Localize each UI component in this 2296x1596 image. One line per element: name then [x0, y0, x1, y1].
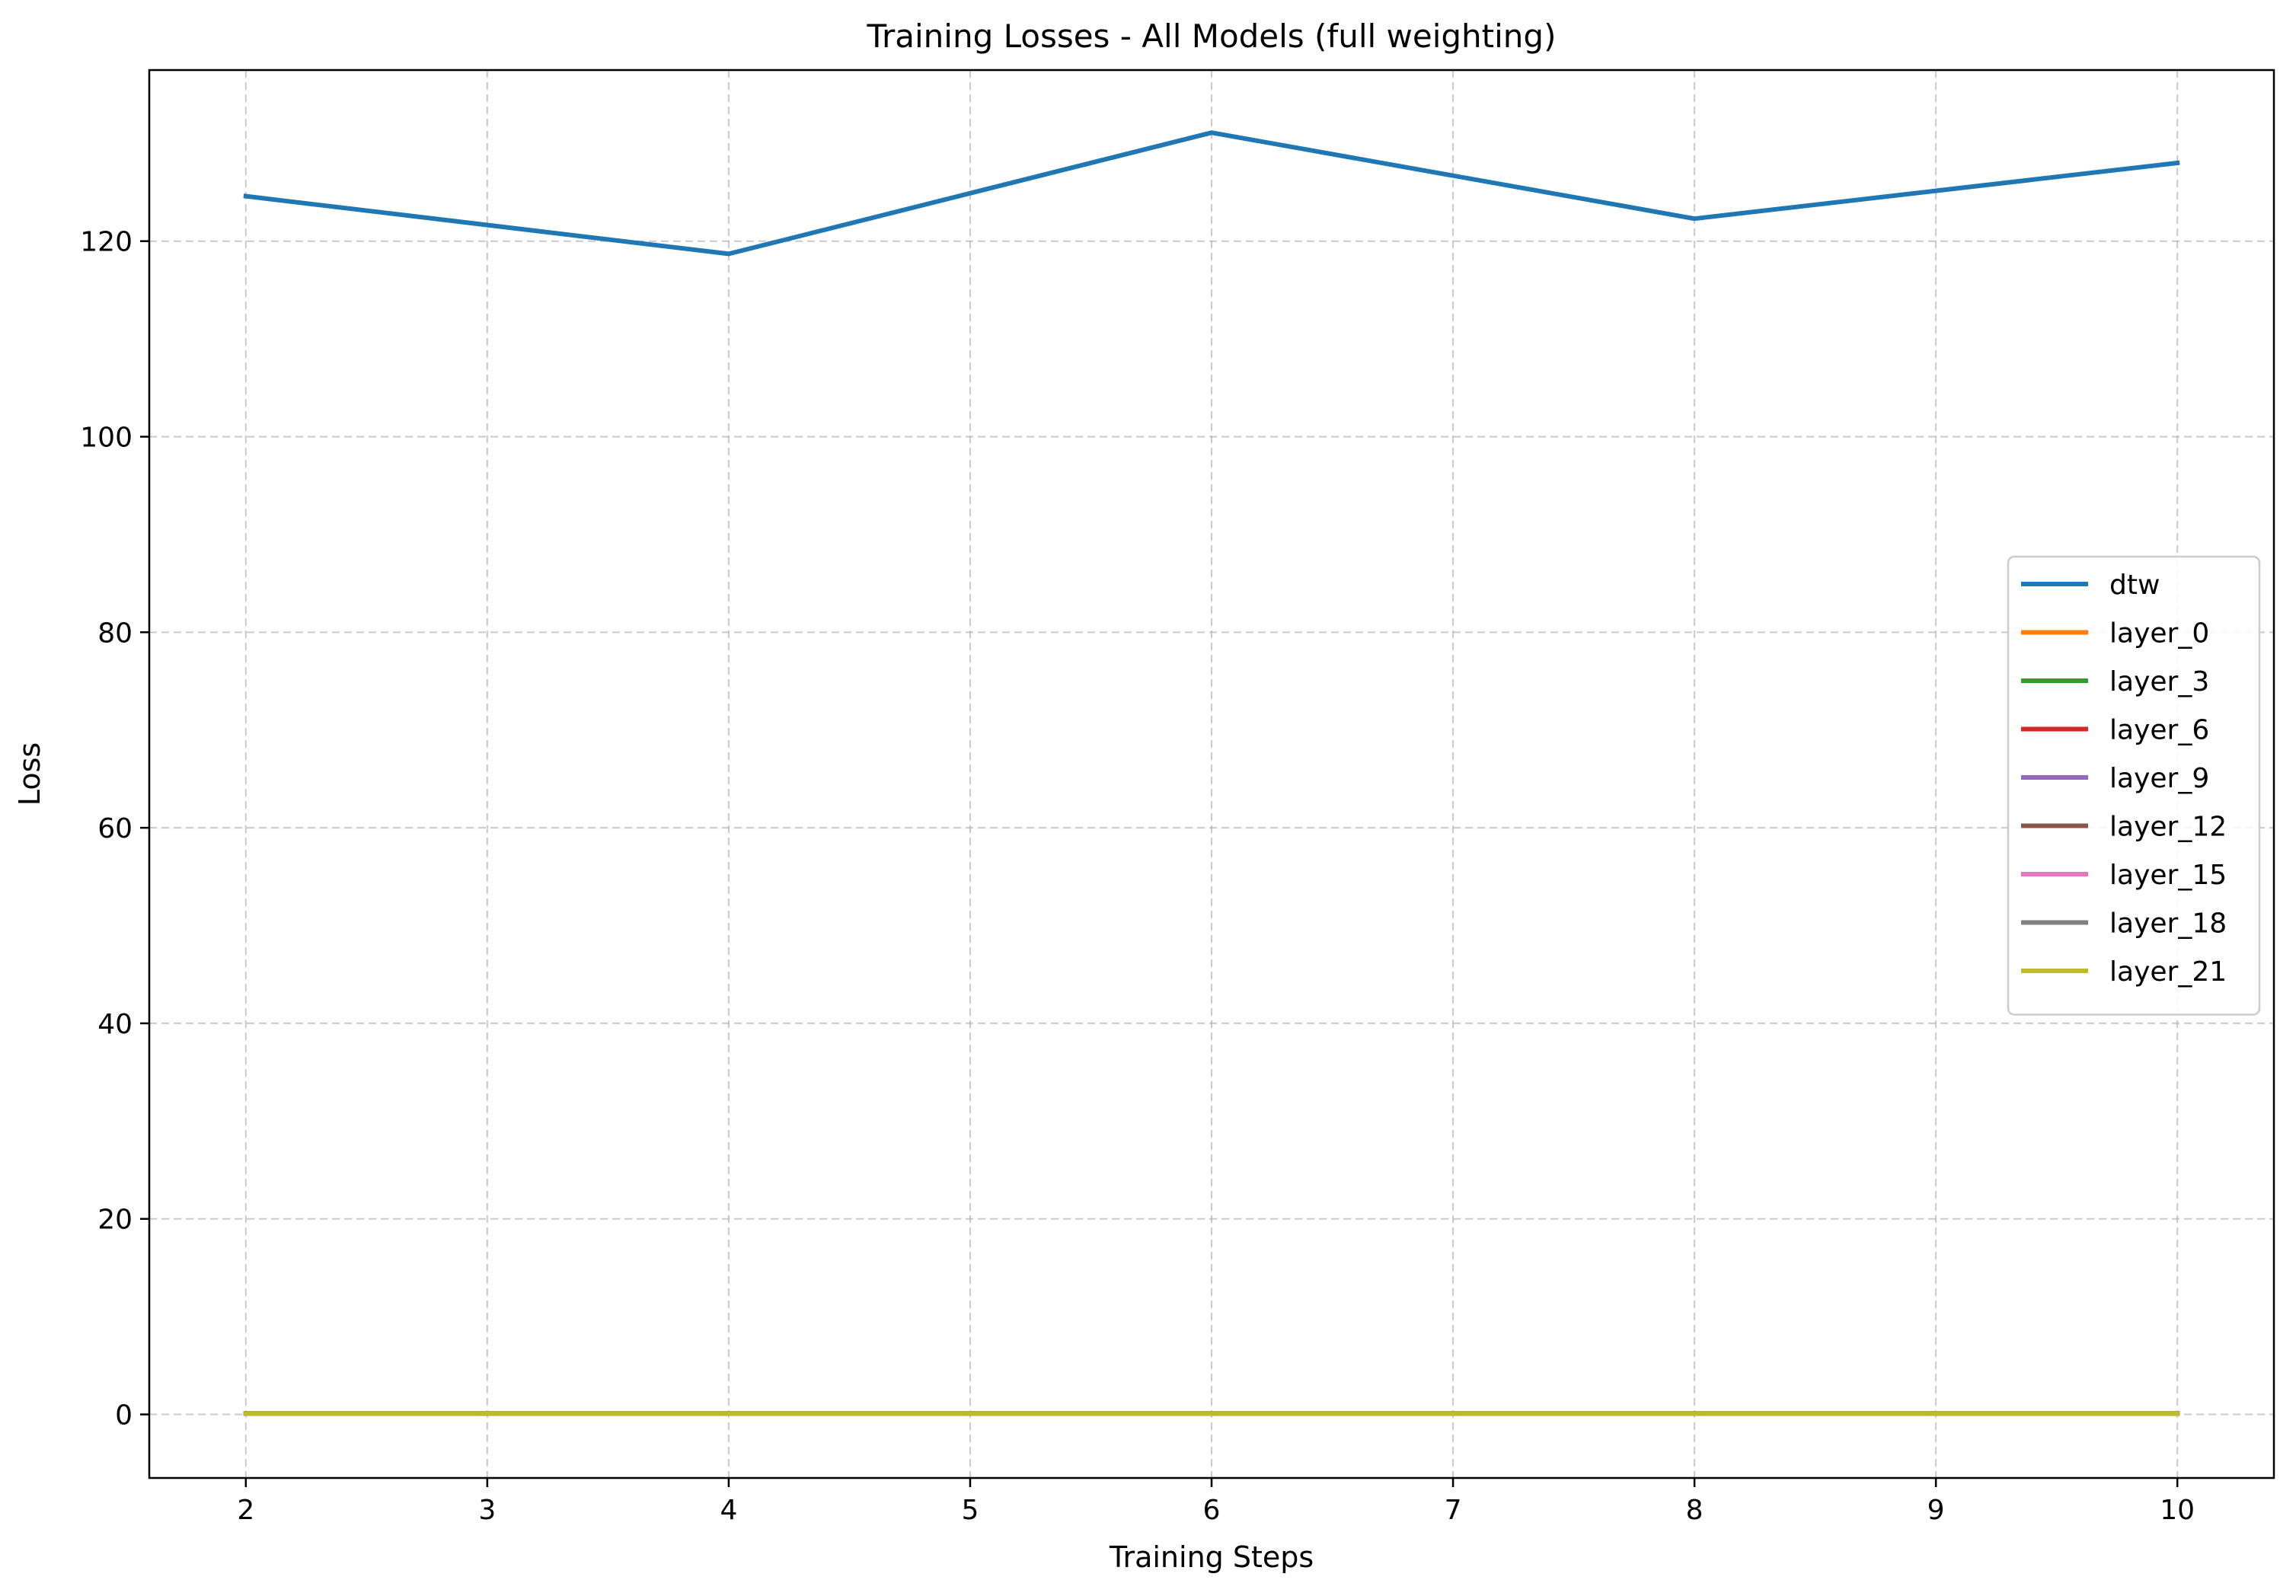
- x-tick-label: 3: [478, 1495, 496, 1526]
- x-tick-label: 9: [1927, 1495, 1945, 1526]
- series-line-dtw: [243, 130, 2180, 257]
- legend-label: layer_15: [2109, 860, 2227, 891]
- legend-label: layer_3: [2109, 666, 2209, 697]
- chart-title: Training Losses - All Models (full weigh…: [867, 18, 1557, 55]
- series-lines: [243, 130, 2180, 1416]
- legend-label: layer_18: [2109, 908, 2227, 940]
- legend-label: layer_0: [2109, 618, 2209, 650]
- y-tick-label: 100: [80, 423, 133, 454]
- legend: dtw layer_0 layer_3 layer_6 layer_9 layer_12l…: [2007, 555, 2261, 1016]
- grid-lines: [149, 70, 2274, 1478]
- x-axis-label: Training Steps: [1109, 1540, 1314, 1574]
- legend-box: [2007, 555, 2261, 1016]
- legend-label: layer_21: [2109, 956, 2227, 988]
- y-tick-label: 80: [97, 618, 133, 649]
- x-tick-label: 2: [237, 1495, 254, 1526]
- x-tick-label: 7: [1445, 1495, 1462, 1526]
- y-axis-label: Loss: [13, 742, 46, 806]
- x-tick-label: 4: [720, 1495, 737, 1526]
- y-tick-label: 0: [115, 1400, 133, 1432]
- legend-label: layer_9: [2109, 763, 2209, 794]
- y-tick-label: 120: [80, 227, 133, 258]
- x-tick-label: 6: [1203, 1495, 1221, 1526]
- legend-label: layer_12: [2109, 812, 2227, 843]
- legend-label: dtw: [2109, 570, 2160, 601]
- x-tick-label: 8: [1686, 1495, 1704, 1526]
- legend-label: layer_6: [2109, 715, 2209, 746]
- y-tick-label: 20: [97, 1205, 133, 1236]
- y-tick-label: 40: [97, 1009, 133, 1040]
- y-tick-label: 60: [97, 813, 133, 844]
- x-tick-label: 5: [962, 1495, 979, 1526]
- x-tick-label: 10: [2160, 1495, 2195, 1526]
